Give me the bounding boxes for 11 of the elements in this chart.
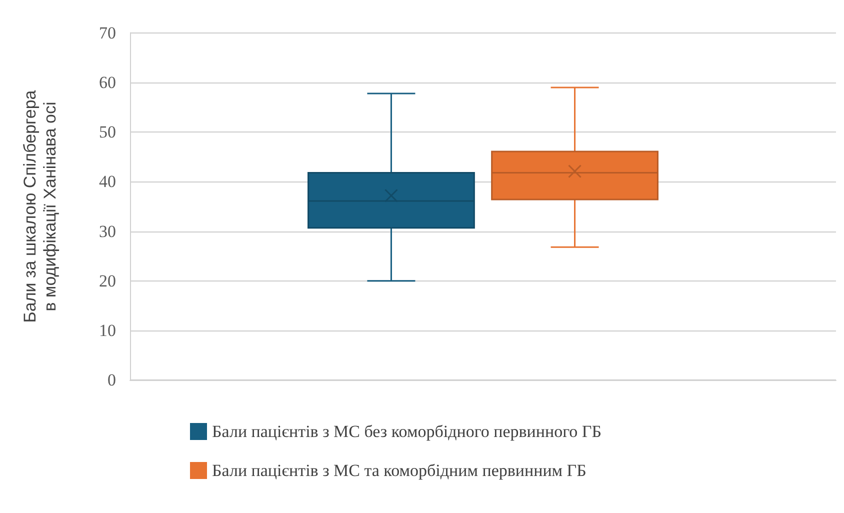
legend-label: Бали пацієнтів з МС без коморбідного первинного ГБ — [212, 422, 602, 441]
y-tick-label: 20 — [99, 271, 116, 290]
legend-label: Бали пацієнтів з МС та коморбідним первинним ГБ — [212, 461, 586, 480]
y-tick-label: 60 — [99, 73, 116, 92]
y-tick-label: 70 — [99, 24, 116, 42]
y-tick-label: 30 — [99, 222, 116, 241]
y-tick-label: 40 — [99, 172, 116, 192]
y-axis-title: Бали за шкалою Спілбергера в модифікації Ханінава осі — [20, 90, 60, 323]
y-tick-label: 0 — [108, 370, 116, 390]
y-tick-label: 10 — [99, 320, 116, 340]
y-tick-label: 50 — [99, 122, 116, 142]
